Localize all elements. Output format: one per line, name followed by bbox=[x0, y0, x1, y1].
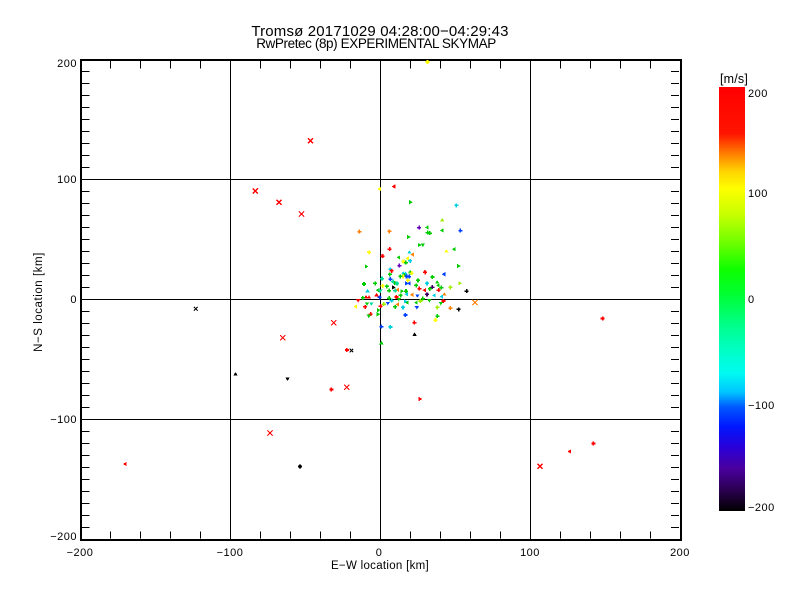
svg-text:Tromsø 20171029 04:28:00−04:29: Tromsø 20171029 04:28:00−04:29:43 bbox=[251, 23, 508, 40]
svg-text:E−W location [km]: E−W location [km] bbox=[331, 560, 429, 572]
svg-text:−200: −200 bbox=[50, 531, 77, 543]
svg-text:−200: −200 bbox=[748, 502, 775, 514]
svg-text:−100: −100 bbox=[748, 400, 775, 412]
svg-text:100: 100 bbox=[520, 547, 540, 559]
svg-text:0: 0 bbox=[70, 294, 77, 306]
svg-text:200: 200 bbox=[670, 547, 690, 559]
svg-text:[m/s]: [m/s] bbox=[720, 72, 748, 86]
svg-text:RwPretec (8p) EXPERIMENTAL SKY: RwPretec (8p) EXPERIMENTAL SKYMAP bbox=[256, 36, 496, 51]
svg-text:200: 200 bbox=[748, 88, 768, 100]
svg-text:0: 0 bbox=[748, 294, 755, 306]
svg-text:−200: −200 bbox=[67, 547, 94, 559]
svg-text:N−S location [km]: N−S location [km] bbox=[33, 252, 45, 352]
svg-text:200: 200 bbox=[57, 58, 77, 70]
svg-text:−100: −100 bbox=[217, 547, 244, 559]
svg-text:0: 0 bbox=[376, 547, 383, 559]
svg-text:100: 100 bbox=[748, 188, 768, 200]
svg-text:−100: −100 bbox=[50, 414, 77, 426]
svg-text:100: 100 bbox=[57, 174, 77, 186]
